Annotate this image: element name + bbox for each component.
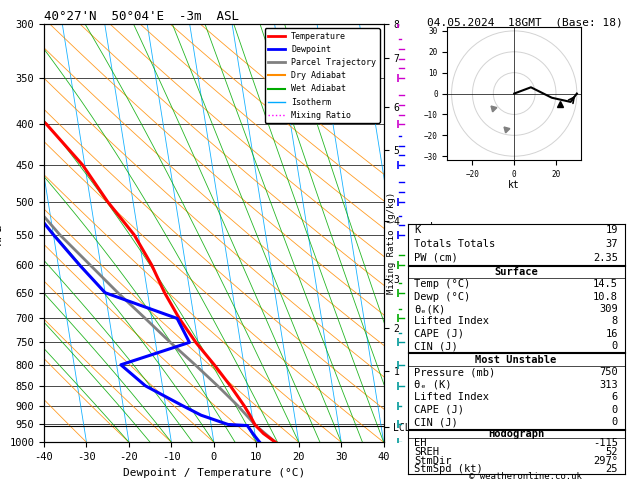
Text: Totals Totals: Totals Totals <box>414 239 496 249</box>
Text: 52: 52 <box>606 447 618 457</box>
Text: © weatheronline.co.uk: © weatheronline.co.uk <box>469 472 582 481</box>
Text: Dewp (°C): Dewp (°C) <box>414 292 470 302</box>
Text: 8: 8 <box>612 316 618 327</box>
Text: 37: 37 <box>606 239 618 249</box>
Text: θₑ (K): θₑ (K) <box>414 380 452 390</box>
Polygon shape <box>399 15 404 24</box>
X-axis label: kt: kt <box>508 180 520 191</box>
Text: CIN (J): CIN (J) <box>414 417 458 427</box>
Text: 297°: 297° <box>593 455 618 466</box>
Text: 19: 19 <box>606 226 618 235</box>
Y-axis label: hPa: hPa <box>0 222 4 244</box>
Text: 25: 25 <box>606 465 618 474</box>
Text: Hodograph: Hodograph <box>488 429 544 439</box>
Text: 04.05.2024  18GMT  (Base: 18): 04.05.2024 18GMT (Base: 18) <box>427 17 623 27</box>
Text: 6: 6 <box>612 392 618 402</box>
Text: StmSpd (kt): StmSpd (kt) <box>414 465 483 474</box>
Text: 309: 309 <box>599 304 618 314</box>
Text: 2.35: 2.35 <box>593 253 618 263</box>
Text: Lifted Index: Lifted Index <box>414 316 489 327</box>
Text: CAPE (J): CAPE (J) <box>414 405 464 415</box>
Text: 16: 16 <box>606 329 618 339</box>
Text: 10.8: 10.8 <box>593 292 618 302</box>
Text: EH: EH <box>414 438 426 448</box>
Y-axis label: km
ASL: km ASL <box>427 223 445 244</box>
Text: CIN (J): CIN (J) <box>414 341 458 351</box>
Text: StmDir: StmDir <box>414 455 452 466</box>
Text: Pressure (mb): Pressure (mb) <box>414 367 496 377</box>
Text: 313: 313 <box>599 380 618 390</box>
Text: Temp (°C): Temp (°C) <box>414 279 470 289</box>
Legend: Temperature, Dewpoint, Parcel Trajectory, Dry Adiabat, Wet Adiabat, Isotherm, Mi: Temperature, Dewpoint, Parcel Trajectory… <box>265 29 379 123</box>
Text: 0: 0 <box>612 417 618 427</box>
Text: CAPE (J): CAPE (J) <box>414 329 464 339</box>
Text: 0: 0 <box>612 405 618 415</box>
Text: Surface: Surface <box>494 267 538 277</box>
Text: PW (cm): PW (cm) <box>414 253 458 263</box>
Text: Most Unstable: Most Unstable <box>476 355 557 364</box>
Text: 0: 0 <box>612 341 618 351</box>
Text: -115: -115 <box>593 438 618 448</box>
Text: 750: 750 <box>599 367 618 377</box>
Text: SREH: SREH <box>414 447 439 457</box>
Text: K: K <box>414 226 420 235</box>
X-axis label: Dewpoint / Temperature (°C): Dewpoint / Temperature (°C) <box>123 468 305 478</box>
Text: θₑ(K): θₑ(K) <box>414 304 445 314</box>
Text: Lifted Index: Lifted Index <box>414 392 489 402</box>
Text: 14.5: 14.5 <box>593 279 618 289</box>
Text: Mixing Ratio (g/kg): Mixing Ratio (g/kg) <box>387 192 396 294</box>
Text: 40°27'N  50°04'E  -3m  ASL: 40°27'N 50°04'E -3m ASL <box>44 10 239 23</box>
